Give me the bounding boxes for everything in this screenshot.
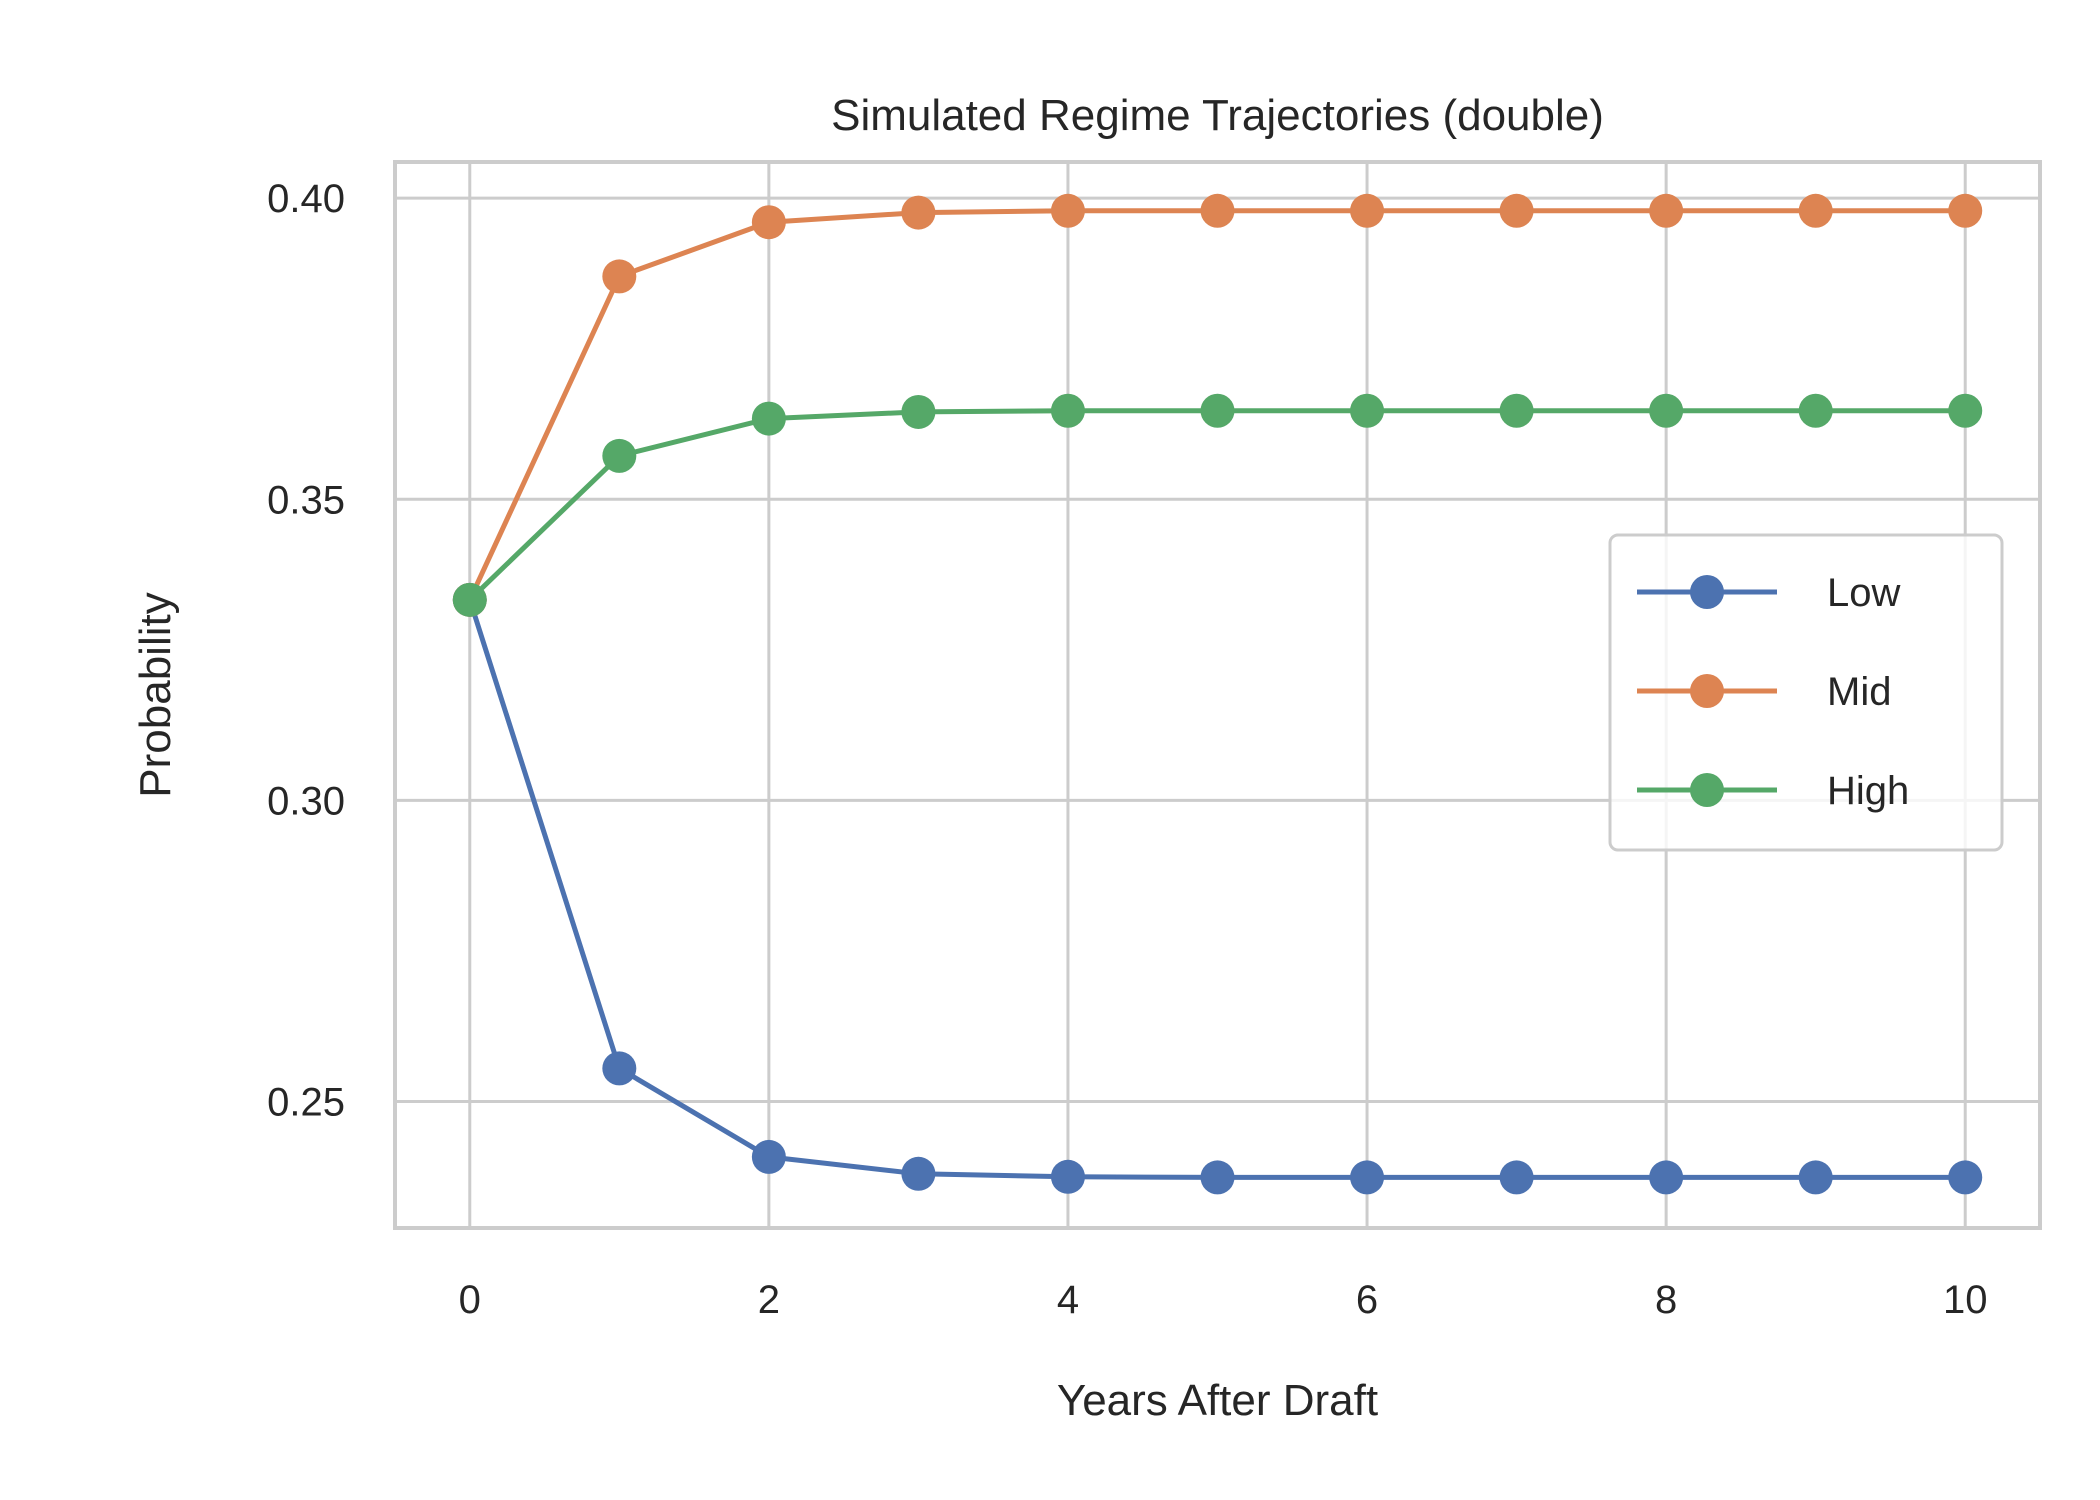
legend-item-mid: Mid: [1637, 670, 1891, 714]
data-point-high: [1948, 393, 1983, 428]
legend-box: [1608, 533, 2004, 852]
legend-marker: [1690, 674, 1724, 708]
y-tick-label: 0.40: [267, 177, 345, 221]
data-point-mid: [1050, 193, 1085, 228]
data-point-high: [1350, 393, 1385, 428]
data-point-low: [1948, 1160, 1983, 1195]
data-point-low: [751, 1139, 786, 1174]
data-point-low: [1200, 1160, 1235, 1195]
data-point-low: [1798, 1160, 1833, 1195]
legend-item-low: Low: [1637, 571, 1900, 615]
data-point-mid: [602, 259, 637, 294]
y-tick-label: 0.30: [267, 779, 345, 823]
legend-label: Mid: [1827, 670, 1891, 714]
tick-labels: 0 2 4 6 8 10 0.25 0.30 0.35 0.40: [267, 177, 1987, 1322]
chart-title: Simulated Regime Trajectories (double): [831, 91, 1604, 140]
data-point-low: [1350, 1160, 1385, 1195]
data-point-high: [1649, 393, 1684, 428]
plot-frame: [393, 160, 2042, 1230]
data-point-low: [602, 1051, 637, 1086]
data-point-high: [452, 582, 487, 617]
x-axis-label: Years After Draft: [1057, 1376, 1378, 1425]
x-tick-label: 6: [1356, 1278, 1378, 1322]
data-point-mid: [1948, 193, 1983, 228]
y-tick-label: 0.35: [267, 478, 345, 522]
data-point-low: [901, 1156, 936, 1191]
data-point-high: [1499, 393, 1534, 428]
x-tick-label: 10: [1943, 1278, 1988, 1322]
y-axis-label: Probability: [131, 592, 180, 797]
x-tick-label: 0: [459, 1278, 481, 1322]
x-tick-label: 8: [1655, 1278, 1677, 1322]
series-high: [452, 393, 1983, 617]
data-point-mid: [751, 205, 786, 240]
data-point-mid: [1350, 193, 1385, 228]
data-point-high: [602, 438, 637, 473]
y-tick-label: 0.25: [267, 1081, 345, 1125]
data-point-mid: [1649, 193, 1684, 228]
legend-items: Low Mid High: [1637, 571, 1909, 813]
x-tick-label: 2: [758, 1278, 780, 1322]
series-layer: [452, 193, 1983, 1195]
data-point-low: [1050, 1159, 1085, 1194]
data-point-mid: [1200, 193, 1235, 228]
data-point-high: [901, 394, 936, 429]
data-point-high: [1050, 393, 1085, 428]
data-point-high: [1798, 393, 1833, 428]
legend: Low Mid High: [1608, 533, 2004, 852]
legend-label: Low: [1827, 571, 1900, 615]
data-point-low: [1649, 1160, 1684, 1195]
series-mid: [452, 193, 1983, 617]
data-point-high: [751, 401, 786, 436]
legend-label: High: [1827, 769, 1909, 813]
series-low: [452, 582, 1983, 1195]
legend-item-high: High: [1637, 769, 1909, 813]
legend-marker: [1690, 773, 1724, 807]
x-tick-label: 4: [1057, 1278, 1079, 1322]
legend-marker: [1690, 575, 1724, 609]
data-point-mid: [901, 195, 936, 230]
data-point-low: [1499, 1160, 1534, 1195]
data-point-mid: [1798, 193, 1833, 228]
data-point-high: [1200, 393, 1235, 428]
data-point-mid: [1499, 193, 1534, 228]
